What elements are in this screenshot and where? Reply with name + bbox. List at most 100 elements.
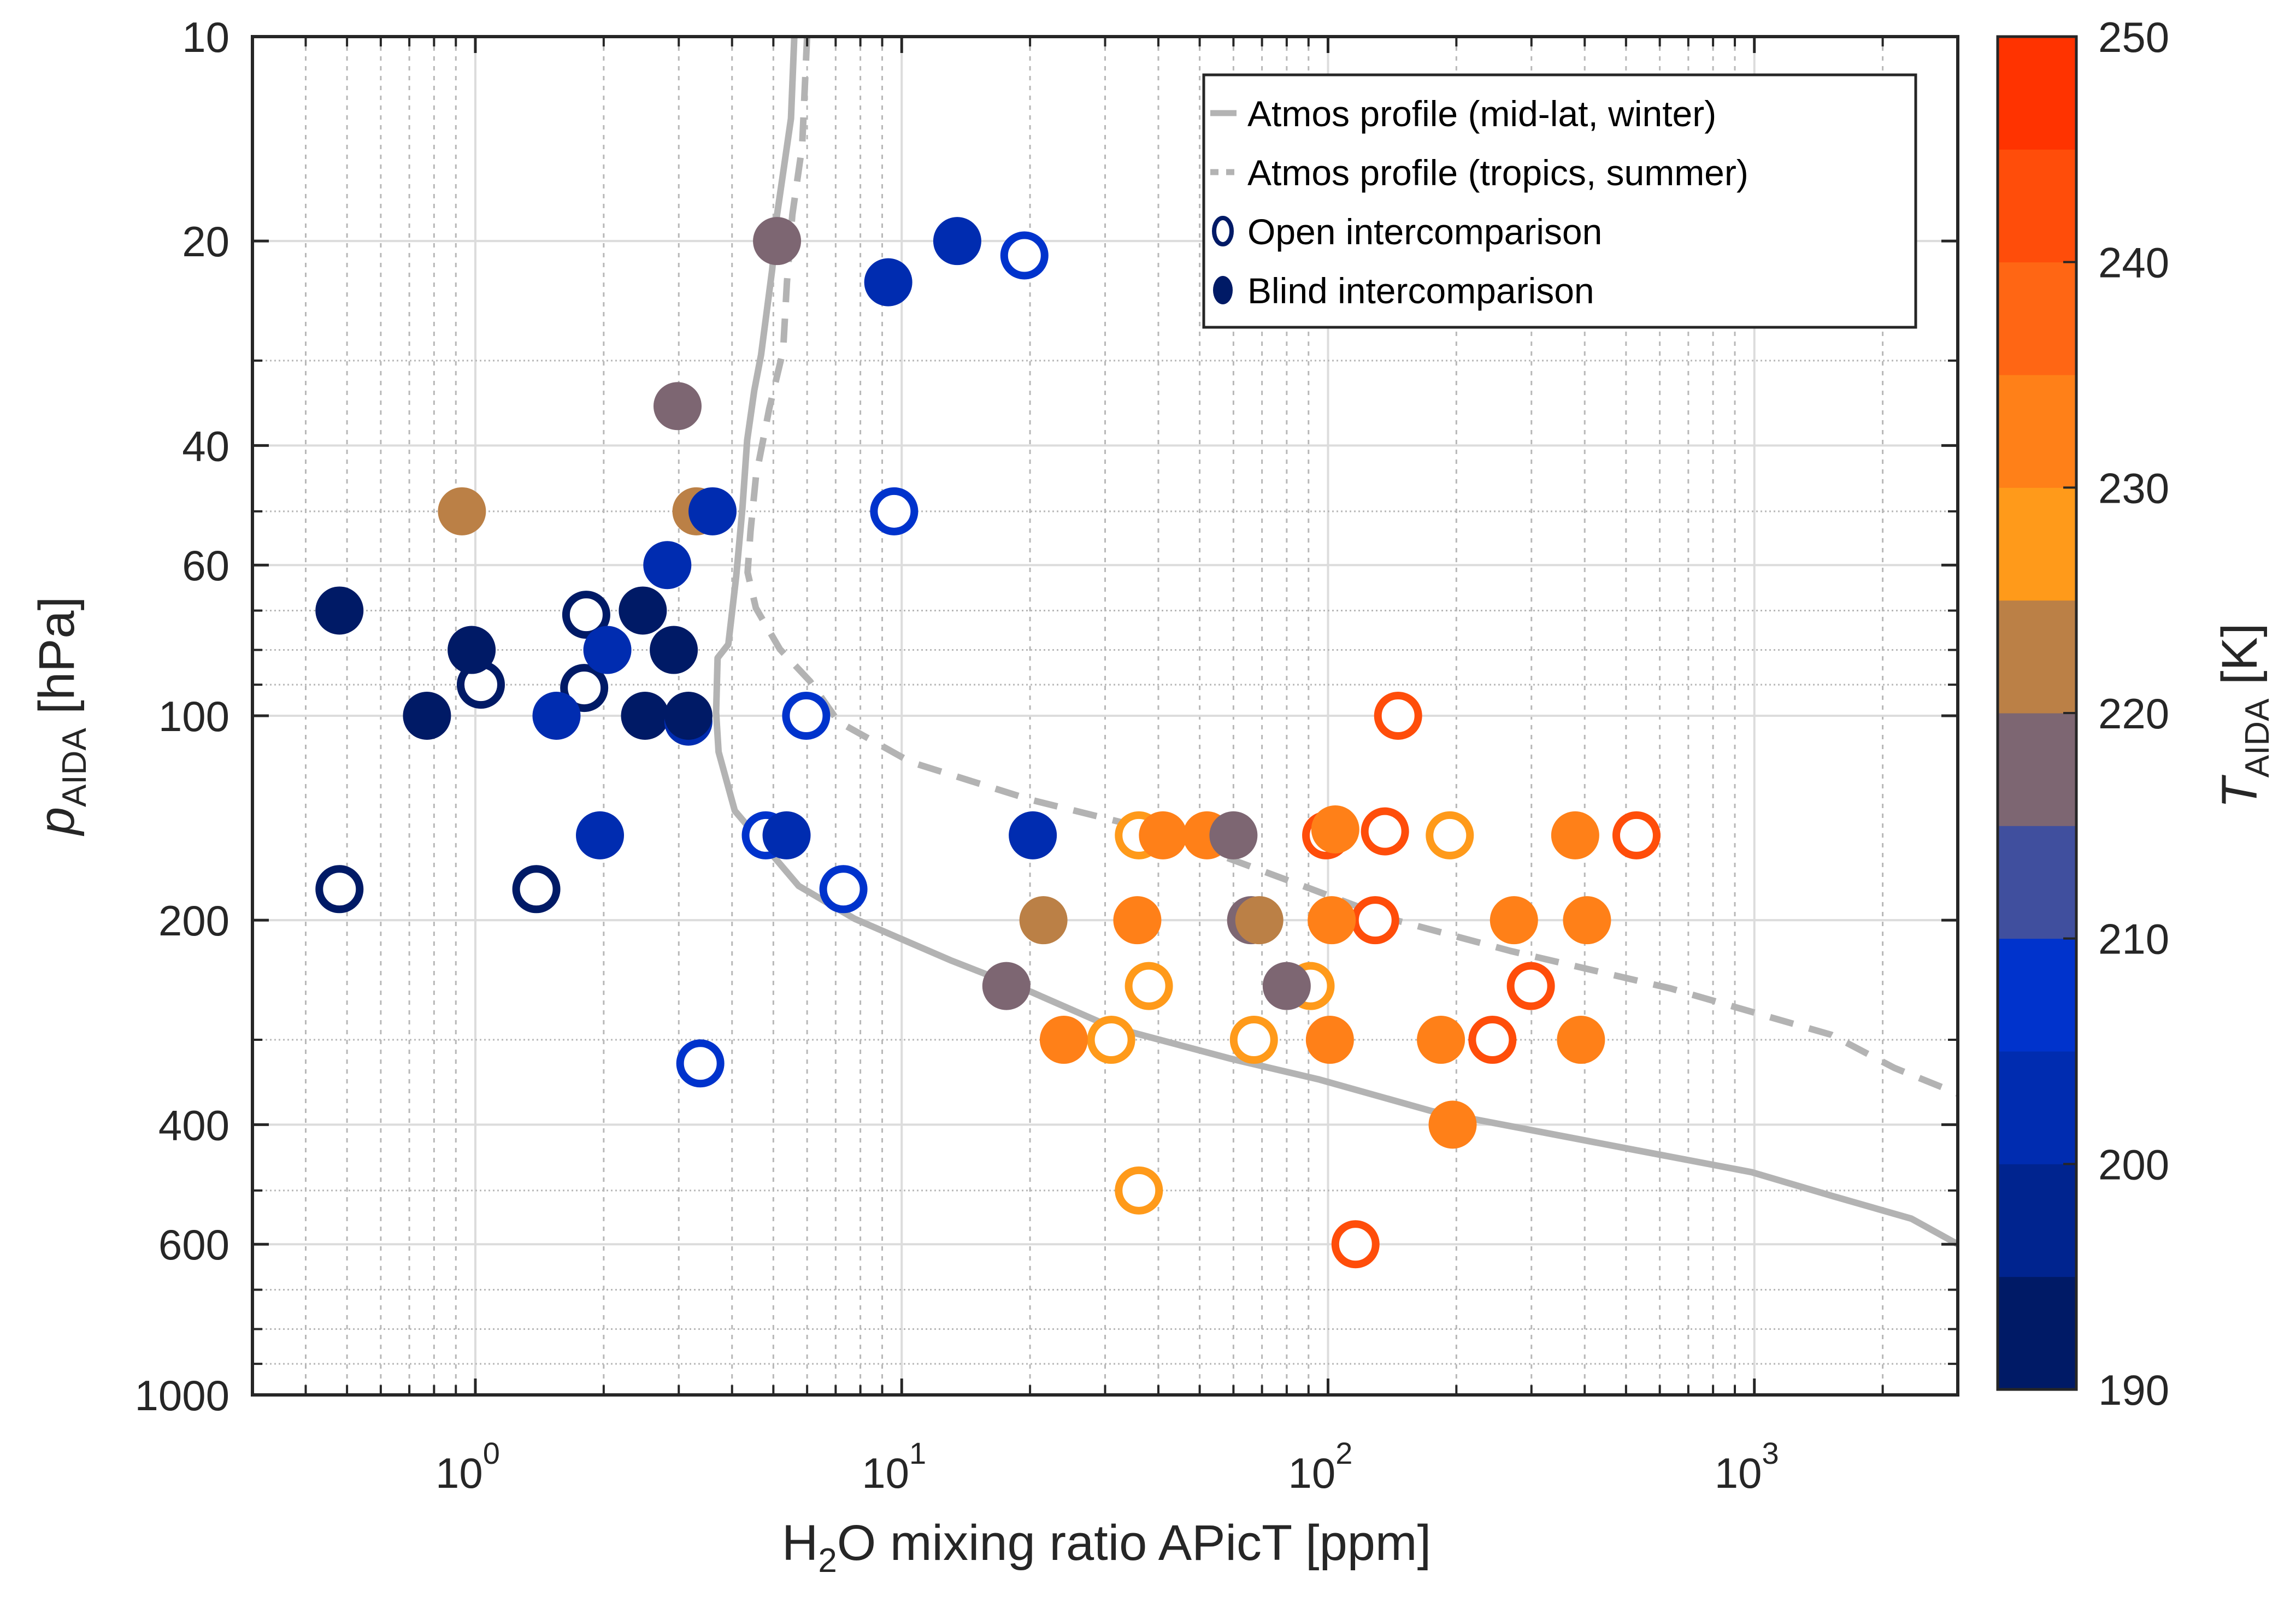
legend-entry-label: Blind intercomparison [1247,270,1594,311]
blind-intercomparison-point [403,692,451,740]
open-intercomparison-point [512,865,561,914]
blind-intercomparison-point [576,811,625,859]
blind-intercomparison-point [1305,1016,1354,1064]
open-intercomparison-point [870,487,919,535]
open-intercomparison-point [1374,692,1422,740]
x-tick-label: 103 [1715,1436,1779,1497]
open-intercomparison-point [315,865,364,914]
x-axis-title: H2O mixing ratio APicT [ppm] [782,1515,1431,1580]
blind-intercomparison-point [1417,1016,1465,1064]
blind-intercomparison-point [583,626,632,674]
colorbar-bin [1998,938,2076,1052]
blind-intercomparison-point [1039,1016,1088,1064]
colorbar-bin [1998,1051,2076,1164]
blind-intercomparison-point [1019,896,1068,945]
colorbar: 190 200 210 220 230 240 250 [1996,13,2169,1414]
open-intercomparison-point [676,1039,725,1088]
legend-entry-label: Atmos profile (mid-lat, winter) [1247,93,1716,134]
blind-intercomparison-point [1209,811,1258,859]
y-axis-title: pAIDA [hPa] [29,597,93,837]
blind-intercomparison-point [448,626,496,674]
axes [251,35,1959,1397]
legend-entry-label: Atmos profile (tropics, summer) [1247,152,1749,193]
colorbar-bin [1998,826,2076,939]
blind-intercomparison-point [1490,896,1538,945]
colorbar-bin [1998,487,2076,601]
colorbar-bin [1998,600,2076,714]
x-tick-label: 100 [435,1436,500,1497]
open-intercomparison-point [1506,962,1555,1010]
open-intercomparison-point [819,865,868,914]
x-tick-label: 102 [1288,1436,1353,1497]
colorbar-title: TAIDA [K] [2212,623,2276,809]
open-intercomparison-point [1125,962,1173,1010]
blind-intercomparison-point [933,217,981,266]
blind-intercomparison-point [619,586,667,635]
blind-intercomparison-point [688,487,737,535]
open-intercomparison-point [1426,811,1474,859]
y-tick-label: 20 [182,217,229,266]
colorbar-bin [1998,1276,2076,1390]
blind-intercomparison-point [1428,1100,1477,1149]
open-intercomparison-point [560,664,609,712]
colorbar-bin [1998,262,2076,375]
y-tick-label: 1000 [134,1371,229,1419]
blind-intercomparison-point [1308,896,1356,945]
data-points [315,217,1661,1269]
legend-box [1202,73,1917,329]
colorbar-bin [1998,1164,2076,1277]
colorbar-bin [1998,375,2076,488]
colorbar-tick-label: 210 [2098,915,2169,963]
blind-intercomparison-point [315,586,364,635]
open-intercomparison-point [1115,1166,1163,1215]
colorbar-bin [1998,37,2076,150]
colorbar-tick-label: 220 [2098,690,2169,738]
blind-intercomparison-point [982,962,1031,1010]
open-intercomparison-point [782,692,831,740]
open-intercomparison-point [1229,1016,1278,1064]
y-tick-label: 40 [182,422,229,470]
colorbar-bin [1998,713,2076,826]
legend-open-circle-icon [1212,216,1234,246]
legend: Atmos profile (mid-lat, winter) Atmos pro… [1202,73,1917,329]
legend-entry-label: Open intercomparison [1247,211,1602,252]
open-intercomparison-point [1087,1016,1135,1064]
x-tick-label: 101 [862,1436,926,1497]
colorbar-bin [1998,149,2076,263]
y-tick-label: 10 [182,13,229,61]
y-tick-label: 100 [158,692,229,740]
open-intercomparison-point [1351,896,1399,945]
y-tick-label: 60 [182,541,229,590]
blind-intercomparison-point [650,626,698,674]
y-tick-label: 600 [158,1221,229,1269]
blind-intercomparison-point [753,217,802,266]
blind-intercomparison-point [643,541,692,590]
axes-frame [251,35,1959,1397]
blind-intercomparison-point [1311,805,1359,853]
blind-intercomparison-point [1563,896,1611,945]
x-tick-labels: 100 101 102 103 [435,1436,1779,1497]
colorbar-tick-label: 250 [2098,13,2169,61]
open-intercomparison-point [1612,811,1661,859]
legend-filled-circle-icon [1213,276,1233,304]
blind-intercomparison-point [864,258,912,307]
y-tick-label: 400 [158,1101,229,1149]
grid [251,37,1959,1395]
open-intercomparison-point [1361,807,1409,856]
blind-intercomparison-point [1551,811,1599,859]
colorbar-tick-label: 200 [2098,1140,2169,1188]
open-intercomparison-point [1468,1016,1517,1064]
blind-intercomparison-point [1139,811,1187,859]
colorbar-tick-label: 240 [2098,239,2169,287]
blind-intercomparison-point [664,692,713,740]
blind-intercomparison-point [621,692,669,740]
blind-intercomparison-point [438,487,486,535]
blind-intercomparison-point [1113,896,1162,945]
open-intercomparison-point [1000,231,1049,280]
y-tick-labels: 10 20 40 60 100 200 400 600 1000 [134,13,229,1419]
blind-intercomparison-point [1235,896,1284,945]
colorbar-tick-label: 230 [2098,464,2169,512]
blind-intercomparison-point [1262,962,1311,1010]
blind-intercomparison-point [1009,811,1057,859]
